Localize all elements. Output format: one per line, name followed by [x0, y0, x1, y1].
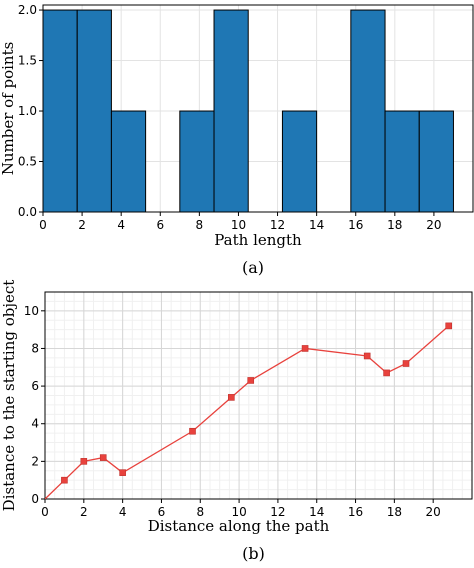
histogram-y-axis-label: Number of points [0, 42, 17, 176]
histogram-x-tick-label: 20 [426, 218, 441, 232]
histogram-x-tick-label: 4 [117, 218, 125, 232]
histogram-bar [110, 110, 147, 213]
histogram-bar [213, 9, 249, 213]
distance-series-markers [61, 322, 453, 484]
histogram-x-tick-label: 0 [39, 218, 47, 232]
histogram-x-tick-label: 8 [196, 218, 204, 232]
line-chart-x-tick-label: 6 [158, 505, 166, 519]
histogram-y-tick-label: 0.0 [18, 205, 37, 219]
line-chart-x-tick-label: 12 [270, 505, 285, 519]
distance-series-line [44, 325, 450, 500]
line-chart-x-tick-label: 8 [196, 505, 204, 519]
histogram-bar [384, 110, 420, 213]
line-chart-grid [44, 291, 473, 500]
line-chart-plot-frame [44, 291, 473, 500]
histogram-x-tick-label: 18 [387, 218, 402, 232]
histogram-x-axis-label: Path length [214, 231, 302, 249]
line-chart-x-tick-label: 18 [387, 505, 402, 519]
histogram-y-tick-label: 2.0 [18, 3, 37, 17]
histogram-x-tick-label: 2 [78, 218, 86, 232]
histogram-bars [42, 9, 454, 213]
line-chart-x-tick-label: 10 [231, 505, 246, 519]
distance-series-point [119, 469, 126, 476]
histogram-x-tick-label: 14 [309, 218, 324, 232]
histogram-bar [418, 110, 454, 213]
histogram-y-tick-label: 1.5 [18, 54, 37, 68]
line-chart-x-tick-label: 4 [119, 505, 127, 519]
line-chart-y-tick-label: 4 [31, 417, 39, 431]
histogram-y-tick-label: 0.5 [18, 155, 37, 169]
line-chart-y-tick-label: 2 [31, 454, 39, 468]
histogram-x-tick-label: 12 [270, 218, 285, 232]
line-chart-y-ticks: 0 2 4 6 8 10 [24, 304, 45, 506]
distance-series-point [301, 345, 309, 352]
histogram-plot-frame [42, 4, 474, 213]
histogram-x-tick-label: 10 [231, 218, 246, 232]
histogram-y-ticks: 0.0 0.5 1.0 1.5 2.0 [18, 3, 43, 219]
histogram-bar [179, 110, 215, 213]
histogram-x-tick-label: 16 [348, 218, 363, 232]
histogram-bar [76, 9, 112, 213]
distance-series-point [99, 454, 107, 461]
histogram-bar [350, 9, 386, 213]
panel-a-caption: (a) [242, 258, 264, 277]
line-chart-y-tick-label: 0 [31, 492, 39, 506]
histogram-x-tick-label: 6 [156, 218, 164, 232]
distance-series-point [383, 369, 390, 377]
line-chart-x-tick-label: 14 [309, 505, 324, 519]
line-chart-x-tick-label: 0 [41, 505, 49, 519]
distance-series-point [445, 322, 453, 330]
distance-series-point [247, 377, 255, 384]
histogram-panel: 0 2 4 6 8 10 12 14 16 18 20 0.0 0.5 1.0 1.5 2.0 Path l… [0, 3, 474, 277]
distance-series-point [402, 360, 410, 367]
line-chart-x-tick-label: 20 [426, 505, 441, 519]
line-chart-y-axis-label: Distance to the starting object [0, 280, 18, 512]
distance-series-point [363, 352, 371, 360]
histogram-bar [42, 9, 78, 213]
line-chart-x-tick-label: 16 [348, 505, 363, 519]
distance-series-point [61, 476, 68, 484]
distance-series-point [228, 394, 235, 401]
line-chart-x-axis-label: Distance along the path [148, 517, 330, 535]
line-chart-x-ticks: 0 2 4 6 8 10 12 14 16 18 20 [41, 499, 441, 519]
line-chart-y-tick-label: 6 [31, 379, 39, 393]
line-chart-panel: 0 2 4 6 8 10 12 14 16 18 20 0 2 4 6 8 10 Distance along… [0, 280, 473, 563]
histogram-y-tick-label: 1.0 [18, 104, 37, 118]
distance-series-point [80, 458, 88, 465]
histogram-x-ticks: 0 2 4 6 8 10 12 14 16 18 20 [39, 212, 442, 232]
distance-series-point [189, 427, 196, 435]
line-chart-y-tick-label: 8 [31, 341, 39, 355]
line-chart-y-tick-label: 10 [24, 304, 39, 318]
panel-b-caption: (b) [242, 544, 265, 563]
line-chart-x-tick-label: 2 [80, 505, 88, 519]
histogram-bar [281, 110, 318, 213]
